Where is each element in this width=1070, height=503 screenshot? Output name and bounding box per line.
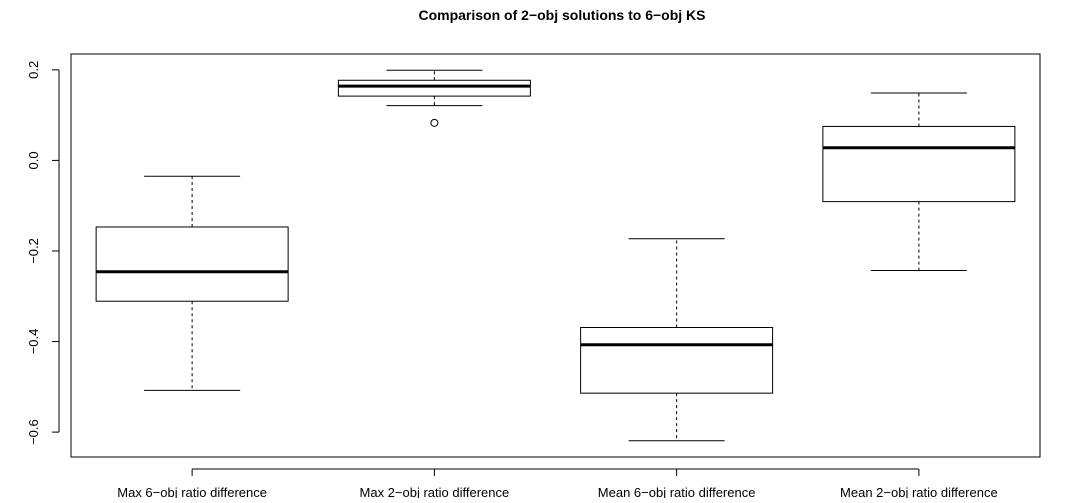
- y-tick-label: −0.2: [26, 238, 41, 264]
- box-2: [337, 69, 531, 127]
- box-1: [95, 175, 289, 391]
- box-3: [580, 238, 774, 442]
- x-tick-label: Mean 2−obj ratio difference: [840, 485, 998, 498]
- x-tick-label: Max 6−obj ratio difference: [117, 485, 267, 498]
- y-tick-label: 0.2: [26, 61, 41, 79]
- chart-title: Comparison of 2−obj solutions to 6−obj K…: [418, 7, 705, 23]
- y-tick-label: 0.0: [26, 151, 41, 169]
- plot-frame: [70, 53, 1041, 458]
- y-tick-label: −0.6: [26, 419, 41, 445]
- box-body: [95, 226, 289, 302]
- x-tick-label: Max 2−obj ratio difference: [360, 485, 510, 498]
- outlier-point: [430, 118, 439, 127]
- box-body: [822, 125, 1016, 203]
- box-body: [580, 326, 774, 394]
- box-4: [822, 92, 1016, 271]
- x-axis: Max 6−obj ratio difference Max 2−obj rati…: [117, 468, 998, 500]
- y-tick-label: −0.4: [26, 329, 41, 355]
- y-axis: 0.2 0.0 −0.2 −0.4 −0.6: [26, 61, 60, 445]
- x-tick-label: Mean 6−obj ratio difference: [598, 485, 756, 498]
- box-group: [95, 69, 1016, 442]
- box-body: [337, 79, 531, 97]
